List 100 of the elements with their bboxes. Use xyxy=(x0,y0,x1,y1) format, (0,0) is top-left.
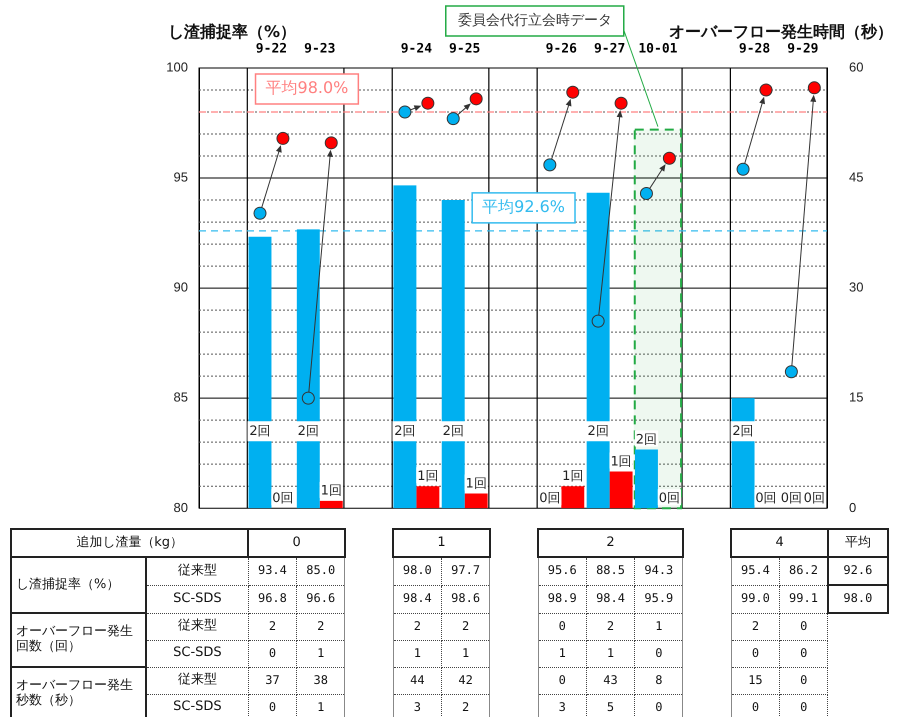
text: 2 xyxy=(296,613,345,640)
text: 0 xyxy=(248,640,297,667)
text: 99.0 xyxy=(731,585,780,613)
text: 88.5 xyxy=(586,557,635,585)
text: 2 xyxy=(441,694,490,717)
text: し渣捕捉率（%） xyxy=(11,557,146,613)
text: 従来型 xyxy=(146,613,248,640)
annotation: 1回 xyxy=(610,454,632,470)
bar xyxy=(296,229,320,508)
x-tick-label: 9-25 xyxy=(449,42,480,57)
y2-tick-label: 45 xyxy=(849,170,864,185)
text: オーバーフロー発生秒数（秒） xyxy=(11,667,146,717)
text: SC-SDS xyxy=(146,585,248,613)
y-axis-title: し渣捕捉率（%） xyxy=(168,22,296,42)
text: 37 xyxy=(248,667,297,694)
bar xyxy=(393,185,416,508)
x-tick-label: 9-29 xyxy=(787,42,818,57)
text: 1 xyxy=(586,640,635,667)
text: 96.8 xyxy=(248,585,297,613)
annotation: 2回 xyxy=(298,424,319,440)
text: 96.6 xyxy=(296,585,345,613)
text: 0 xyxy=(538,667,586,694)
text: 1 xyxy=(393,529,490,557)
text: 1 xyxy=(393,640,442,667)
annotation: 1回 xyxy=(320,484,342,499)
text: 1 xyxy=(441,640,490,667)
bar xyxy=(320,500,343,508)
text: 93.4 xyxy=(248,557,297,585)
bar xyxy=(464,494,488,508)
text: 2 xyxy=(586,613,635,640)
text: 0 xyxy=(780,613,828,640)
text: 0 xyxy=(248,529,345,557)
text: 0 xyxy=(634,694,683,717)
ref-line-label: 平均92.6% xyxy=(482,197,566,216)
text: 0 xyxy=(780,640,828,667)
text: 3 xyxy=(538,694,586,717)
text: 5 xyxy=(586,694,635,717)
bar xyxy=(561,486,584,508)
text: 15 xyxy=(731,667,780,694)
text: 95.6 xyxy=(538,557,586,585)
bar xyxy=(586,192,610,508)
text: 98.0 xyxy=(393,557,442,585)
x-tick-label: 10-01 xyxy=(638,42,678,57)
text: 4 xyxy=(731,529,828,557)
annotation: 0回 xyxy=(539,491,560,506)
text: 1 xyxy=(296,640,345,667)
y-tick-label: 80 xyxy=(174,500,188,515)
text: 44 xyxy=(393,667,442,694)
x-tick-label: 9-28 xyxy=(738,42,770,57)
text: 0 xyxy=(248,694,297,717)
text: 94.3 xyxy=(634,557,683,585)
x-tick-label: 9-22 xyxy=(256,42,288,57)
text: 8 xyxy=(634,667,683,694)
y-tick-label: 85 xyxy=(174,390,188,405)
text: 0 xyxy=(731,694,780,717)
annotation: 0回 xyxy=(272,491,294,506)
text: 2 xyxy=(441,613,490,640)
ref-line-label: 平均98.0% xyxy=(266,78,348,98)
text: 95.4 xyxy=(731,557,780,585)
y2-axis-title: オーバーフロー発生時間（秒） xyxy=(669,22,893,42)
text: 2 xyxy=(248,613,297,640)
text: 98.0 xyxy=(828,585,888,613)
x-tick-label: 9-24 xyxy=(400,42,432,57)
text: 0 xyxy=(731,640,780,667)
text: 92.6 xyxy=(828,557,888,585)
y-tick-label: 100 xyxy=(166,60,188,75)
y-tick-label: 90 xyxy=(174,280,188,295)
text: 1 xyxy=(296,694,345,717)
bar xyxy=(634,450,658,508)
annotation: 1回 xyxy=(417,469,438,484)
annotation: 0回 xyxy=(755,491,777,506)
text: 従来型 xyxy=(146,667,248,694)
annotation: 2回 xyxy=(394,424,416,440)
text: 86.2 xyxy=(780,557,828,585)
text: SC-SDS xyxy=(146,694,248,717)
y2-tick-label: 0 xyxy=(849,500,856,515)
text: 0 xyxy=(634,640,683,667)
text: 3 xyxy=(393,694,442,717)
x-tick-label: 9-27 xyxy=(594,42,626,57)
text: 99.1 xyxy=(780,585,828,613)
annotation: 2回 xyxy=(636,432,658,448)
text: 2 xyxy=(731,613,780,640)
annotation: 2回 xyxy=(442,424,464,440)
annotation: 0回 xyxy=(658,491,680,506)
text: 42 xyxy=(441,667,490,694)
x-tick-label: 9-23 xyxy=(304,42,336,57)
text: SC-SDS xyxy=(146,640,248,667)
text: 97.7 xyxy=(441,557,490,585)
bar xyxy=(248,236,272,508)
x-tick-label: 9-26 xyxy=(546,42,578,57)
text: 98.4 xyxy=(586,585,635,613)
text: 85.0 xyxy=(296,557,345,585)
text: 98.9 xyxy=(538,585,586,613)
y2-tick-label: 30 xyxy=(849,280,864,295)
text: 2 xyxy=(538,529,683,557)
bar xyxy=(610,472,633,508)
text: 2 xyxy=(393,613,442,640)
text: 0 xyxy=(780,667,828,694)
text: 追加し渣量（kg） xyxy=(11,529,248,557)
annotation: 0回 xyxy=(780,491,802,506)
